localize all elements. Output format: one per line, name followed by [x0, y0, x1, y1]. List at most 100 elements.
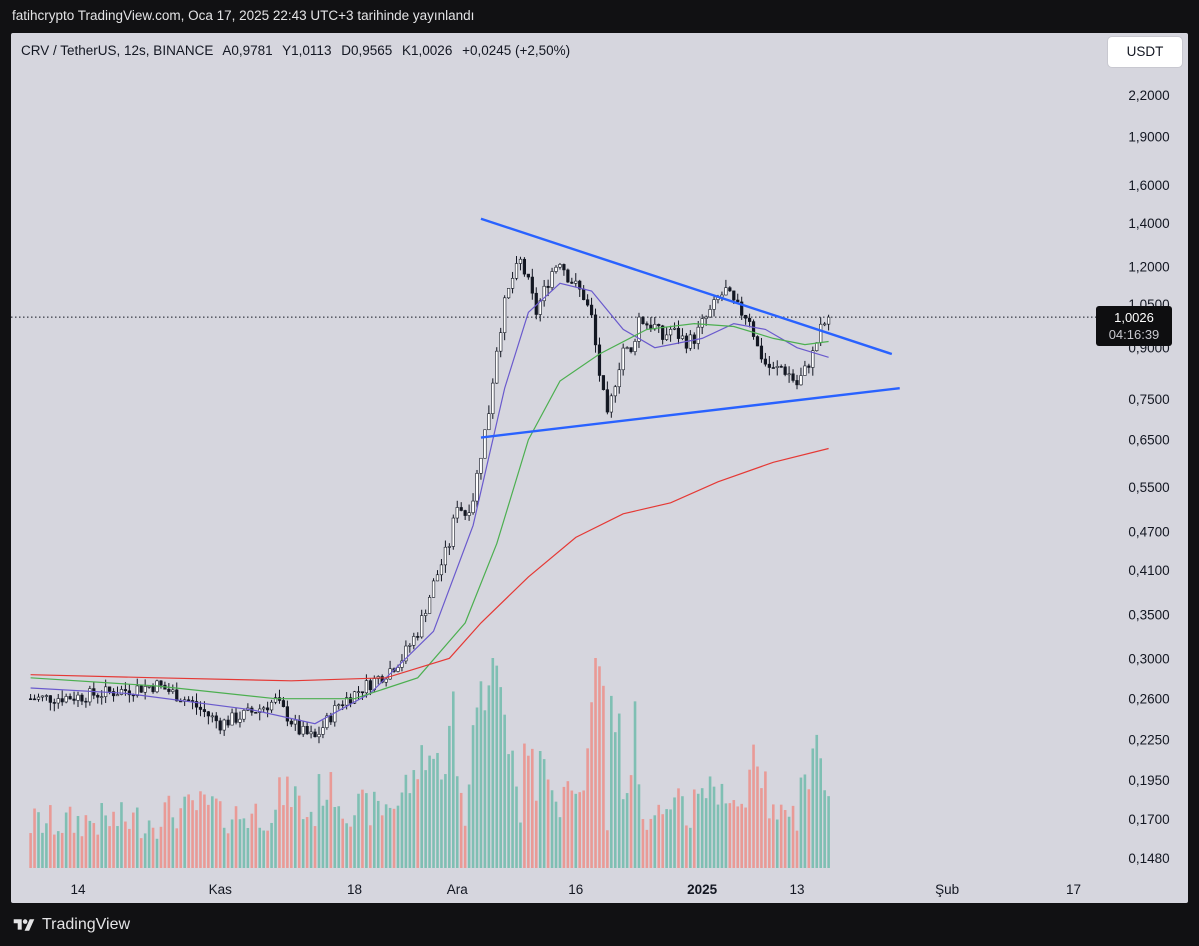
tradingview-logo[interactable]: TradingView [12, 916, 130, 934]
candle-body [297, 719, 301, 735]
y-tick-label: 0,1950 [1128, 773, 1169, 788]
volume-bar [475, 707, 479, 868]
volume-bar [187, 794, 190, 868]
candle-body [751, 321, 756, 337]
candle-body [479, 457, 483, 474]
volume-bar [191, 800, 194, 868]
candle-body [242, 710, 246, 720]
volume-bar [554, 801, 558, 868]
volume-bar [80, 836, 84, 868]
candle-body [119, 689, 124, 695]
volume-bar [511, 750, 514, 868]
volume-bar [41, 832, 44, 868]
candle-body [704, 316, 708, 319]
volume-bar [282, 805, 285, 868]
candle-body [672, 327, 677, 330]
candle-body [52, 702, 56, 704]
price-chart[interactable]: 2,20001,90001,60001,40001,20001,05000,90… [11, 33, 1188, 903]
candle-body [420, 615, 424, 638]
volume-bar [752, 744, 755, 868]
legend-change: +0,0245 (+2,50%) [462, 43, 571, 58]
volume-bar [578, 792, 582, 868]
candle-body [435, 574, 440, 582]
candle-body [451, 517, 455, 547]
candle-body [487, 413, 491, 431]
y-tick-label: 1,6000 [1128, 178, 1169, 193]
candle-body [171, 689, 175, 692]
candle-body [661, 325, 665, 340]
candle-body [803, 365, 807, 376]
volume-bar [396, 805, 400, 868]
candle-body [499, 332, 503, 352]
y-tick-label: 1,9000 [1128, 129, 1169, 144]
volume-bar [329, 772, 333, 868]
candle-body [408, 644, 412, 647]
candle-body [139, 685, 143, 693]
candle-body [554, 266, 558, 272]
candle-body [668, 328, 673, 336]
legend-open: A0,9781 [222, 43, 273, 58]
volume-bar [479, 681, 483, 868]
candle-body [100, 696, 104, 698]
y-tick-label: 0,7500 [1128, 392, 1169, 407]
volume-bar [685, 825, 688, 868]
y-tick-label: 0,3500 [1128, 608, 1169, 623]
candle-body [605, 389, 609, 413]
candle-body [712, 299, 716, 310]
candle-body [574, 280, 578, 284]
legend-close: K1,0026 [402, 43, 453, 58]
candle-body [767, 363, 771, 368]
candle-body [518, 258, 523, 264]
candle-body [40, 695, 45, 698]
candle-body [522, 258, 527, 275]
candle-body [455, 507, 459, 519]
y-tick-label: 0,6500 [1128, 433, 1169, 448]
volume-bar [629, 775, 633, 868]
volume-bar [163, 802, 167, 868]
candle-body [621, 347, 625, 371]
candle-body [281, 700, 286, 707]
volume-bar [349, 826, 352, 868]
volume-bar [68, 806, 72, 868]
volume-bar [274, 809, 277, 868]
candle-body [625, 347, 629, 349]
candle-body [629, 347, 633, 352]
candle-body [463, 510, 467, 516]
volume-bar [519, 822, 522, 868]
candle-body [412, 636, 416, 646]
candle-body [36, 696, 41, 700]
volume-bar [799, 777, 803, 868]
candle-body [759, 345, 764, 360]
candle-body [491, 382, 495, 414]
candle-body [459, 507, 463, 511]
candle-body [222, 719, 226, 731]
candle-body [115, 694, 120, 697]
volume-bar [37, 812, 40, 868]
candle-body [348, 697, 353, 704]
volume-bar [139, 838, 143, 868]
candle-body [111, 691, 116, 697]
volume-bar [681, 796, 684, 868]
candle-body [637, 316, 641, 342]
chart-area[interactable]: 2,2000 1,9000 1,6000 1,4000 1,2000 1,0500 0,90… [11, 33, 1188, 903]
volume-bar [653, 815, 657, 868]
symbol-legend: CRV / TetherUS, 12s, BINANCE A0,9781 Y1,… [21, 43, 576, 58]
volume-bar [242, 818, 246, 868]
candle-body [194, 701, 199, 708]
candle-body [206, 711, 210, 717]
candle-body [617, 369, 621, 388]
candle-body [665, 334, 669, 340]
candle-body [827, 316, 831, 325]
legend-symbol[interactable]: CRV / TetherUS, 12s, BINANCE [21, 43, 214, 58]
candle-body [416, 636, 420, 638]
volume-bar [586, 748, 589, 868]
candle-body [368, 680, 372, 691]
volume-bar [736, 806, 740, 868]
candle-body [728, 287, 732, 292]
volume-bar [760, 788, 763, 868]
currency-button[interactable]: USDT [1108, 37, 1182, 67]
volume-bar [321, 805, 325, 868]
volume-bar [732, 800, 736, 868]
y-tick-label: 1,2000 [1128, 259, 1169, 274]
volume-bar [720, 783, 724, 868]
